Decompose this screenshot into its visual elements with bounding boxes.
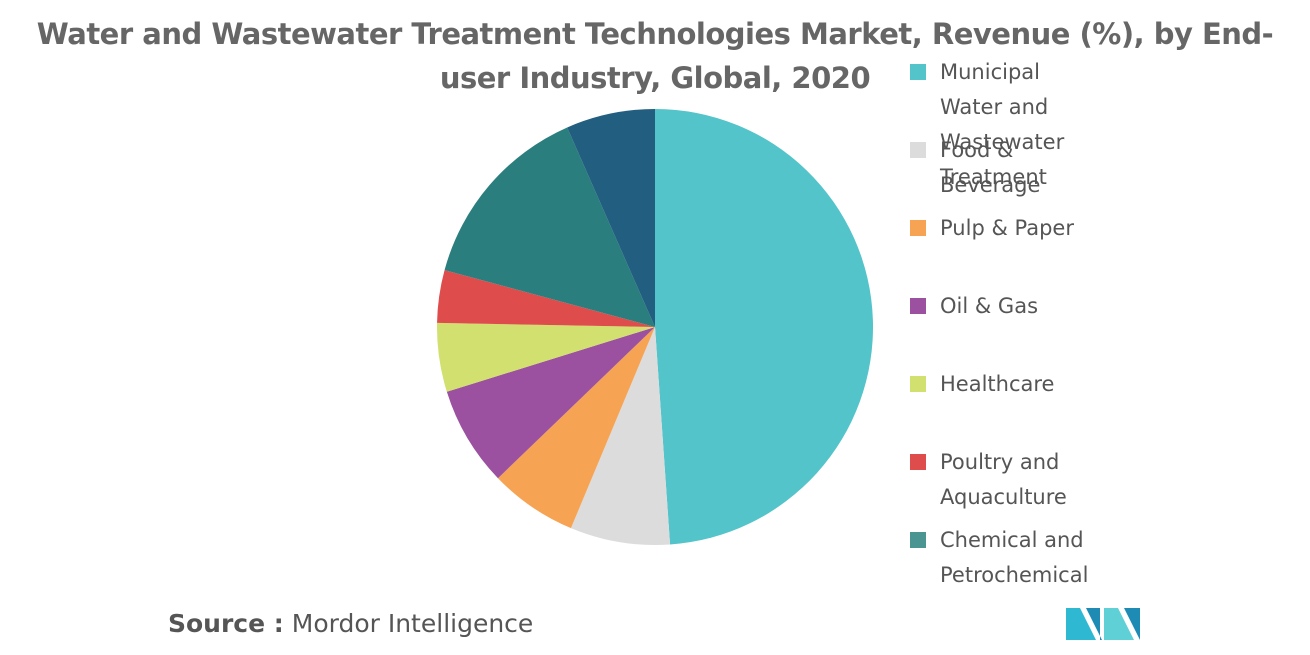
legend-label: Healthcare [940,372,1055,396]
chart-title: Water and Wastewater Treatment Technolog… [36,17,1274,95]
pie-slice-others [567,109,655,327]
legend-swatch [910,64,926,80]
legend: Municipal Water and Wastewater Treatment… [905,40,1105,595]
legend-swatch [910,142,926,158]
mordor-intelligence-logo-icon [1066,608,1140,640]
pie-slice-chemical-and-petrochemical [444,127,655,327]
pie-slice-municipal-water-and-wastewater-treatment [655,109,874,545]
legend-label: Oil & Gas [940,294,1039,318]
legend-label: Municipal Water and Wastewater Treatment [940,60,1065,189]
legend-label: Chemical and Petrochemical [940,528,1089,587]
pie-slice-healthcare [437,322,655,392]
legend-label: Pulp & Paper [940,216,1074,240]
pie-slice-poultry-and-aquaculture [437,270,655,327]
source-line: Source : Mordor Intelligence [168,606,533,642]
legend-swatch [910,376,926,392]
legend-swatch [910,532,926,548]
legend-swatch [910,220,926,236]
legend-label: Poultry and Aquaculture [940,450,1067,509]
pie-slice-food-beverage [570,327,671,546]
legend-label: Food & Beverage [940,138,1041,197]
legend-swatch [910,298,926,314]
pie-slice-oil-gas [446,327,655,479]
source-label: Source : [168,609,284,638]
source-text: Mordor Intelligence [291,609,534,638]
pie-slice-pulp-paper [497,327,655,529]
legend-swatch [910,454,926,470]
